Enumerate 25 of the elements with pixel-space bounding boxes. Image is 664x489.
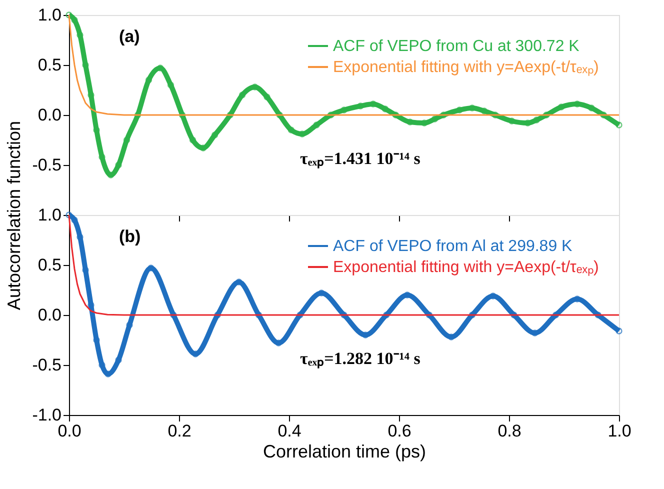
y-axis-title: Autocorrelation function	[4, 120, 24, 310]
annotation: (b)	[119, 227, 141, 246]
annotation: (a)	[119, 27, 140, 46]
legend-label: Exponential fitting with y=Aexp(-t/τₑₓₚ)	[333, 59, 599, 76]
x-tick-label: 0.4	[278, 422, 302, 440]
x-tick-label: 0.0	[58, 422, 82, 440]
y-tick-label: 0.5	[38, 56, 62, 74]
x-tick-label: 0.8	[498, 422, 522, 440]
legend-label: Exponential fitting with y=Aexp(-t/τₑₓₚ)	[333, 259, 599, 276]
y-tick-label: -1.0	[32, 406, 62, 424]
legend-label: ACF of VEPO from Al at 299.89 K	[333, 238, 573, 255]
x-tick-label: 0.2	[168, 422, 192, 440]
y-tick-label: 1.0	[38, 206, 62, 224]
x-axis-title: Correlation time (ps)	[262, 442, 426, 462]
annotation: τₑₓₚ=1.431 10⁻¹⁴ s	[300, 149, 421, 169]
y-tick-label: -0.5	[32, 356, 62, 374]
y-tick-label: -0.5	[32, 156, 62, 174]
x-tick-label: 0.6	[388, 422, 412, 440]
y-tick-label: 1.0	[38, 6, 62, 24]
x-tick-label: 1.0	[608, 422, 632, 440]
y-tick-label: 0.5	[38, 256, 62, 274]
legend-label: ACF of VEPO from Cu at 300.72 K	[333, 38, 580, 55]
y-tick-label: 0.0	[38, 306, 62, 324]
annotation: τₑₓₚ=1.282 10⁻¹⁴ s	[300, 349, 421, 369]
y-tick-label: 0.0	[38, 106, 62, 124]
